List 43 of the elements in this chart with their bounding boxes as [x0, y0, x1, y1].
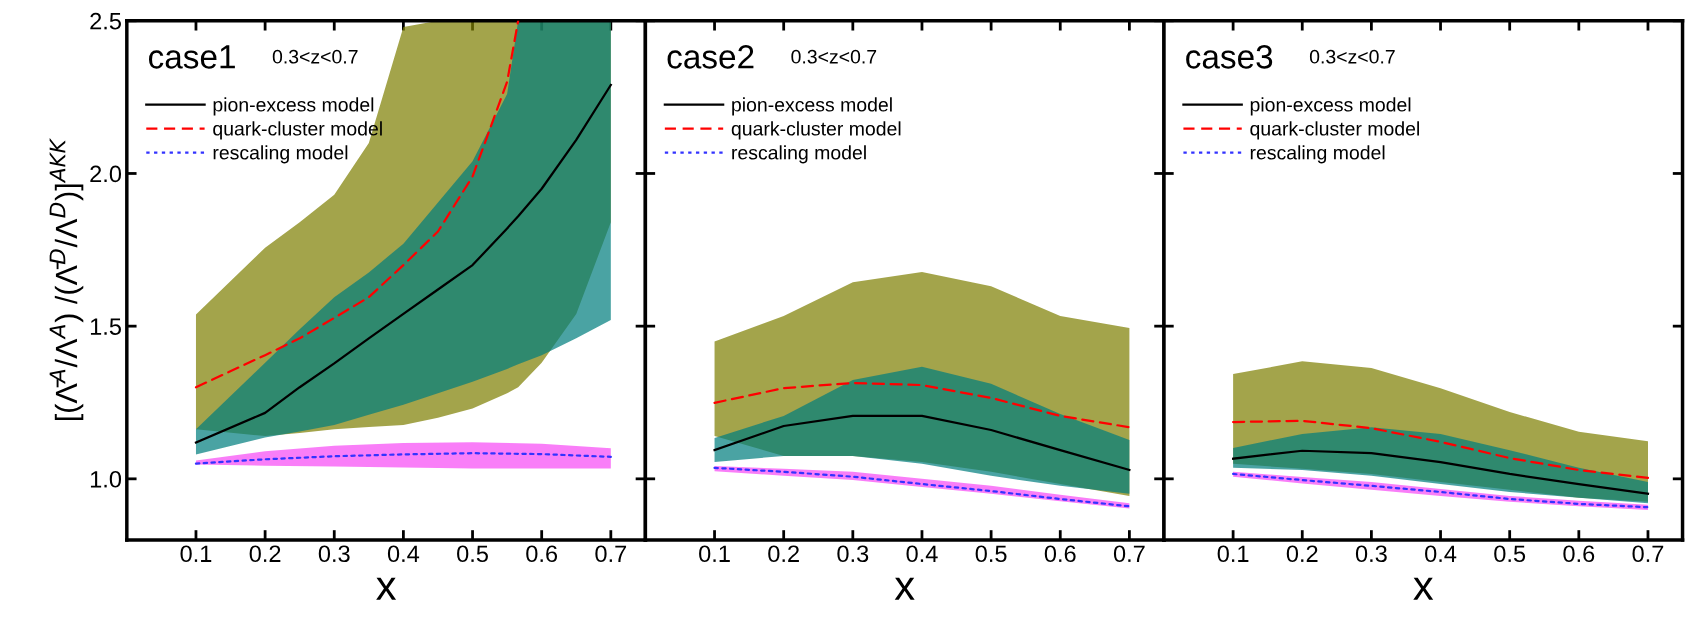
legend-label: pion-excess model	[1250, 97, 1411, 116]
x-tick-label: 0.2	[1286, 545, 1318, 563]
x-tick-label: 0.1	[699, 545, 730, 563]
text: case3	[1186, 45, 1273, 69]
x-tick-label: 0.1	[1217, 545, 1249, 563]
text: case2	[667, 45, 754, 69]
x-axis-title: x	[376, 577, 397, 600]
legend-label: rescaling model	[732, 145, 866, 164]
legend-label: quark-cluster model	[731, 121, 901, 140]
y-tick-label: 1.0	[90, 470, 122, 488]
x-tick-label: 0.5	[975, 545, 1007, 563]
y-tick-label: 1.5	[90, 318, 121, 335]
y-tick-label: 2.0	[90, 165, 122, 183]
x-tick-label: 0.3	[318, 545, 350, 563]
text: 0.3<z<0.7	[1309, 49, 1395, 64]
x-tick-label: 0.2	[249, 545, 281, 563]
x-tick-label: 0.1	[180, 545, 212, 563]
legend-label: rescaling model	[1250, 145, 1385, 164]
x-tick-label: 0.7	[1632, 545, 1664, 563]
x-tick-label: 0.7	[1113, 545, 1145, 563]
x-tick-label: 0.2	[768, 545, 799, 563]
x-tick-label: 0.4	[906, 545, 938, 563]
x-tick-label: 0.7	[595, 545, 627, 563]
x-tick-label: 0.6	[526, 545, 558, 563]
x-tick-label: 0.5	[1494, 545, 1526, 563]
x-axis-title: x	[1413, 577, 1434, 600]
x-tick-label: 0.4	[387, 545, 420, 563]
text: 0.3<z<0.7	[272, 49, 358, 64]
legend-label: pion-excess model	[213, 97, 374, 116]
x-tick-label: 0.5	[457, 545, 488, 563]
x-tick-label: 0.3	[837, 545, 869, 563]
text: case1	[148, 45, 235, 69]
x-tick-label: 0.6	[1563, 545, 1595, 563]
y-tick-label: 2.5	[90, 12, 121, 30]
x-tick-label: 0.4	[1425, 545, 1457, 563]
x-tick-label: 0.6	[1044, 545, 1076, 563]
legend-label: quark-cluster model	[1250, 121, 1419, 140]
text: 0.3<z<0.7	[791, 49, 877, 64]
legend-label: rescaling model	[213, 145, 348, 164]
x-axis-title: x	[894, 577, 915, 600]
text: [(Λ̄$^{A}$/Λ$^{A}$) /(Λ̄$^{D}$/Λ$^{D}$)]$^{AKK}$	[49, 137, 84, 421]
x-tick-label: 0.3	[1355, 545, 1387, 563]
legend-label: pion-excess model	[732, 97, 892, 116]
